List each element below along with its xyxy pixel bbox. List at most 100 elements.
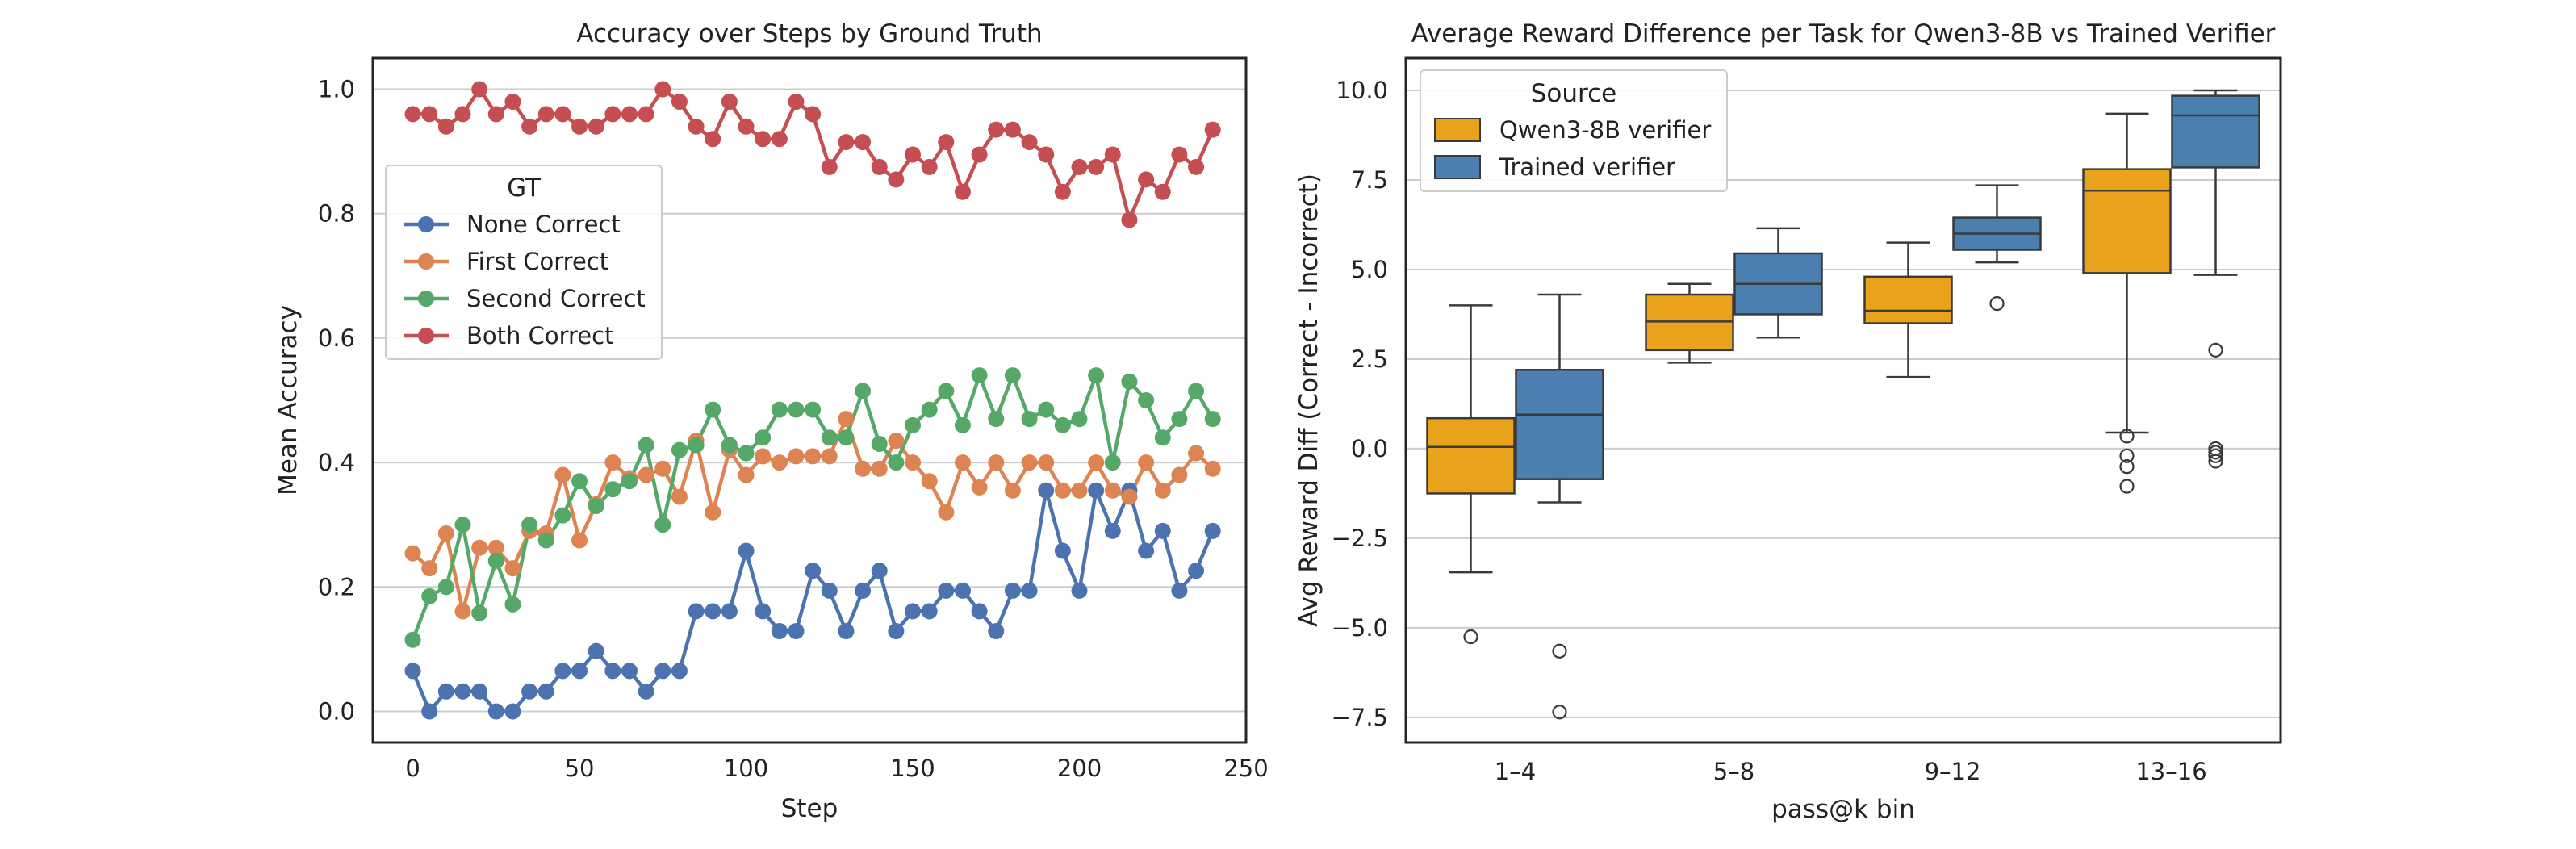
data-point-none-correct [554,663,571,680]
legend-marker-swatch [418,328,434,344]
data-point-first-correct [805,448,822,465]
data-point-none-correct [437,683,454,700]
data-point-second-correct [521,517,538,533]
data-point-first-correct [871,460,888,477]
left-x-tick-label: 100 [724,755,768,782]
data-point-both-correct [604,106,621,123]
data-point-both-correct [1121,211,1138,228]
data-point-none-correct [1154,522,1171,539]
left-y-tick-label: 0.0 [318,697,355,725]
legend-label: Qwen3-8B verifier [1499,116,1711,144]
data-point-both-correct [671,93,688,110]
data-point-first-correct [971,479,988,496]
right-y-axis-label: Avg Reward Diff (Correct - Incorrect) [1294,174,1324,627]
data-point-first-correct [554,466,571,483]
data-point-none-correct [604,663,621,680]
data-point-second-correct [588,498,604,515]
outlier-point [1463,629,1478,645]
right-legend: Source Qwen3-8B verifier Trained verifier [1420,69,1728,192]
right-y-tick-label: 2.5 [1351,345,1388,373]
legend-patch-swatch [1434,118,1481,142]
right-y-tick-label: 0.0 [1351,435,1388,462]
data-point-both-correct [738,118,755,135]
legend-label: Trained verifier [1499,153,1675,181]
data-point-first-correct [638,466,654,483]
data-point-second-correct [1188,383,1205,399]
data-point-none-correct [504,703,521,720]
data-point-first-correct [571,532,588,549]
left-x-tick-label: 50 [565,755,595,782]
data-point-second-correct [654,517,671,533]
data-point-both-correct [437,118,454,135]
data-point-first-correct [1038,454,1055,471]
left-y-axis-label: Mean Accuracy [274,305,303,496]
data-point-second-correct [537,532,554,549]
data-point-second-correct [1021,411,1038,428]
data-point-first-correct [1138,454,1155,471]
data-point-both-correct [1188,158,1205,175]
data-point-both-correct [888,171,905,188]
data-point-second-correct [788,401,805,418]
boxplot-qwen3-8b-verifier [2082,112,2172,494]
data-point-first-correct [1054,482,1071,499]
data-point-second-correct [1071,411,1088,428]
right-boxplots [1426,89,2260,720]
left-x-axis-label: Step [781,794,838,823]
data-point-both-correct [938,134,955,151]
data-point-first-correct [855,460,872,477]
data-point-first-correct [1071,482,1088,499]
right-legend-title: Source [1531,79,1616,108]
data-point-both-correct [771,131,788,148]
data-point-first-correct [705,504,721,521]
data-point-second-correct [554,507,571,524]
data-point-second-correct [437,579,454,596]
data-point-both-correct [1171,146,1188,163]
data-point-none-correct [1071,582,1088,599]
data-point-first-correct [938,504,955,521]
boxplot-qwen3-8b-verifier [1863,241,1953,378]
data-point-both-correct [705,131,721,148]
outlier-point [2119,479,2135,494]
data-point-none-correct [1104,522,1121,539]
legend-label: Second Correct [466,285,646,312]
right-y-ticks: −7.5 −5.0 −2.5 0.0 2.5 5.0 7.5 10.0 [1332,77,1388,731]
data-point-none-correct [571,663,588,680]
data-point-second-correct [421,588,438,604]
right-x-tick-label: 1–4 [1495,758,1536,785]
data-point-first-correct [771,454,788,471]
data-point-first-correct [1188,445,1205,462]
right-plot-frame [1404,56,2282,744]
data-point-none-correct [954,582,971,599]
data-point-none-correct [821,582,838,599]
data-point-both-correct [871,158,888,175]
left-y-tick-label: 0.6 [318,324,355,352]
data-point-none-correct [1138,542,1155,559]
data-point-first-correct [437,525,454,542]
data-point-both-correct [521,118,538,135]
data-point-second-correct [487,552,504,569]
data-point-none-correct [988,623,1005,640]
data-point-first-correct [788,448,805,465]
data-point-first-correct [471,539,488,556]
data-point-both-correct [1071,158,1088,175]
data-point-first-correct [1088,454,1105,471]
data-point-both-correct [421,106,438,123]
data-point-second-correct [971,367,988,384]
data-point-second-correct [905,416,922,433]
data-point-second-correct [855,383,872,399]
iqr-box [1515,369,1604,480]
data-point-second-correct [954,416,971,433]
data-point-second-correct [871,435,888,452]
data-point-both-correct [838,134,855,151]
data-point-none-correct [938,582,955,599]
data-point-second-correct [838,429,855,446]
boxplot-trained-verifier [1952,184,2042,312]
left-x-tick-label: 200 [1057,755,1102,782]
left-x-ticks: 0 50 100 150 200 250 [405,755,1268,782]
data-point-none-correct [404,663,421,680]
left-x-tick-label: 0 [405,755,420,782]
data-point-none-correct [588,642,604,659]
outlier-point [1552,643,1567,659]
legend-label: First Correct [466,248,608,275]
data-point-both-correct [855,134,872,151]
